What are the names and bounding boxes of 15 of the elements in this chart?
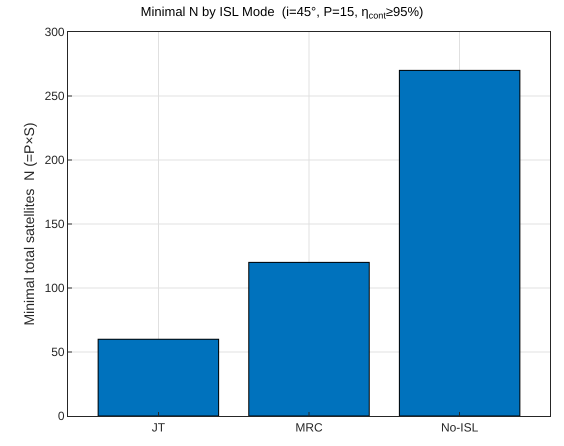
y-tick-label: 250 [44,89,65,104]
y-tick-label: 50 [51,345,65,360]
y-tick-label: 100 [44,281,65,296]
x-tick-label: JT [152,420,166,434]
y-tick-label: 200 [44,153,65,168]
bar [398,70,520,416]
x-tick-label: MRC [295,420,323,434]
y-tick-label: 0 [58,409,65,424]
y-tick-label: 150 [44,217,65,232]
chart-title: Minimal N by ISL Mode (i=45°, P=15, η$_{cont}$≥95%) [140,4,424,21]
bar [98,338,220,416]
y-tick-label: 300 [44,25,65,40]
x-tick-label: No-ISL [440,420,479,434]
bar [248,262,370,416]
y-axis-title: Minimal total satellites N (=P×S) [21,122,38,326]
